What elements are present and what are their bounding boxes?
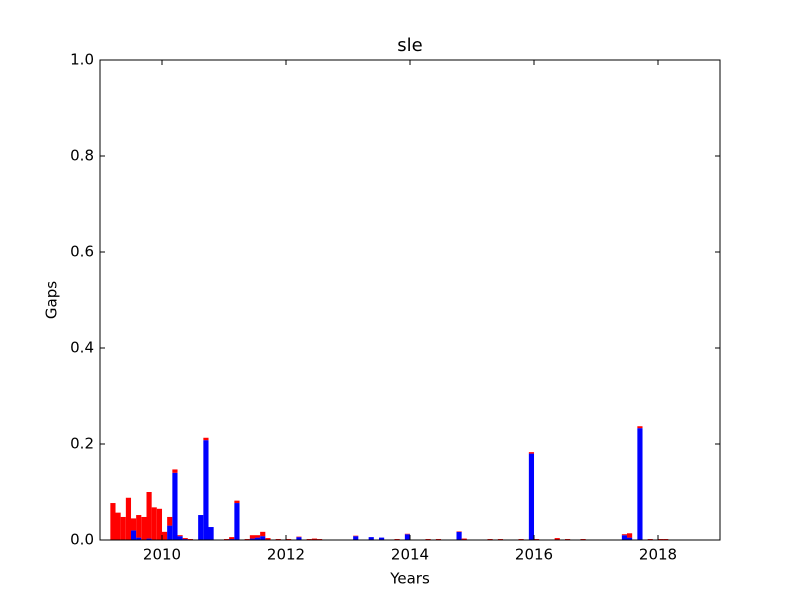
x-tick-label: 2014: [391, 546, 429, 564]
bar-segment: [637, 426, 643, 429]
bar-segment: [234, 503, 240, 540]
bar-segment: [260, 531, 266, 537]
bar-segment: [528, 453, 535, 540]
bar-segment: [255, 537, 261, 540]
x-tick-label: 2010: [143, 546, 181, 564]
bar-segment: [198, 515, 204, 540]
bar-segment: [353, 536, 359, 540]
y-tick-label: 0.8: [70, 147, 94, 165]
bar-segment: [621, 534, 628, 536]
x-tick-label: 2018: [639, 546, 677, 564]
bar-segment: [203, 437, 209, 441]
bar-segment: [208, 527, 214, 540]
bar-segment: [456, 531, 462, 540]
bar-segment: [234, 500, 240, 504]
y-tick-label: 0.2: [70, 435, 94, 453]
bar-segment: [404, 534, 411, 540]
bar-segment: [110, 503, 116, 540]
y-tick-label: 0.4: [70, 339, 94, 357]
bar-segment: [368, 537, 374, 540]
bar-segment: [146, 492, 152, 539]
bar-segment: [182, 538, 188, 540]
bar-segment: [627, 537, 633, 540]
bar-segment: [151, 507, 157, 540]
bar-segment: [627, 533, 633, 538]
bar-segment: [229, 537, 235, 540]
bar-segment: [203, 440, 209, 540]
bar-segment: [621, 535, 628, 540]
bar-segment: [265, 538, 271, 540]
bar-segment: [311, 538, 318, 540]
bar-segment: [172, 472, 178, 540]
bar-segment: [379, 537, 385, 540]
bar-segment: [131, 518, 137, 531]
bar-segment: [115, 512, 121, 540]
bar-segment: [177, 536, 183, 540]
y-tick-label: 0.6: [70, 243, 94, 261]
bar-segment: [172, 469, 178, 473]
y-tick-label: 1.0: [70, 51, 94, 69]
bar-segment: [125, 497, 132, 540]
bar-segment: [528, 452, 535, 454]
bar-segment: [156, 508, 163, 540]
x-axis-label: Years: [389, 570, 430, 588]
bar-segment: [249, 535, 256, 539]
y-tick-label: 0.0: [70, 531, 94, 549]
bar-segment: [136, 515, 142, 538]
x-tick-label: 2012: [267, 546, 305, 564]
bar-segment: [141, 516, 147, 540]
bar-segment: [255, 535, 261, 538]
bar-segment: [554, 538, 560, 540]
bar-segment: [120, 516, 126, 540]
bar-segment: [146, 538, 152, 540]
bar-segment: [296, 537, 302, 540]
y-axis-label: Gaps: [43, 281, 61, 319]
bar-segment: [131, 530, 137, 540]
bar-segment: [461, 538, 467, 540]
bar-segment: [260, 536, 266, 540]
bar-segment: [177, 535, 183, 537]
bar-segment: [167, 525, 173, 540]
x-tick-label: 2016: [515, 546, 553, 564]
bar-segment: [162, 531, 168, 540]
bar-segment: [249, 538, 256, 540]
bar-segment: [637, 428, 643, 540]
bar-segment: [136, 537, 142, 540]
bar-segment: [167, 516, 173, 526]
plot-frame: [99, 59, 721, 541]
chart-title: sle: [397, 35, 422, 56]
